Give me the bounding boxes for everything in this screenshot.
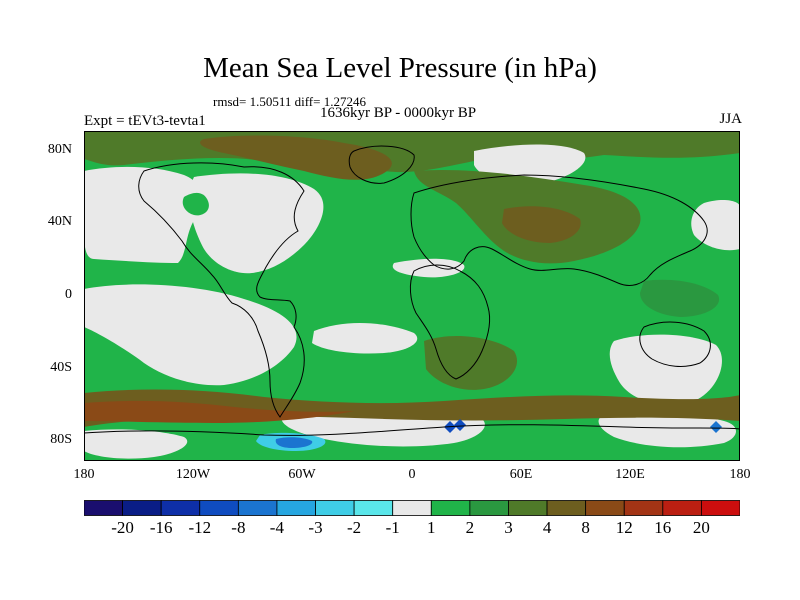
south-atlantic-olive-region — [424, 336, 518, 390]
antarctica-outline — [84, 424, 740, 436]
colorbar-label: -1 — [385, 518, 400, 537]
colorbar-label: 3 — [504, 518, 513, 537]
colorbar-label: 16 — [654, 518, 672, 537]
colorbar-box-5 — [276, 500, 316, 516]
colorbar-box-6 — [315, 500, 355, 516]
map-frame — [84, 131, 740, 461]
colorbar-label: -16 — [149, 518, 173, 537]
colorbar-label: 2 — [465, 518, 475, 537]
negative-anomaly-blue — [275, 437, 313, 448]
colorbar — [84, 500, 740, 516]
colorbar-box-2 — [160, 500, 201, 516]
colorbar-boxes — [84, 500, 740, 516]
australia-outline — [639, 321, 711, 367]
south-indian-low — [609, 334, 722, 405]
coastlines — [84, 145, 740, 436]
colorbar-box-7 — [353, 500, 394, 516]
lon-tick-120e: 120E — [615, 467, 645, 482]
colorbar-label: 20 — [692, 518, 710, 537]
antarctic-east-low — [598, 412, 736, 448]
antarctic-west-low — [84, 429, 188, 459]
lat-tick-0: 0 — [65, 287, 72, 302]
colorbar-box-1 — [122, 500, 162, 516]
west-pacific-low — [691, 200, 740, 251]
indian-ocean-dark-green — [640, 279, 720, 317]
colorbar-box-14 — [623, 500, 664, 516]
africa-outline — [409, 264, 491, 380]
colorbar-label: 1 — [427, 518, 436, 537]
colorbar-label: -12 — [188, 518, 212, 537]
north-atlantic-subtropics-low — [392, 258, 465, 278]
lon-tick-180-east: 180 — [729, 467, 751, 482]
colorbar-label: 4 — [542, 518, 552, 537]
colorbar-label: -8 — [231, 518, 246, 537]
colorbar-box-13 — [585, 500, 625, 516]
colorbar-box-10 — [469, 500, 509, 516]
lat-tick-40n: 40N — [47, 214, 72, 229]
colorbar-box-12 — [546, 500, 587, 516]
season-label: JJA — [719, 111, 742, 127]
colorbar-box-11 — [508, 500, 548, 516]
colorbar-label: 12 — [615, 518, 633, 537]
central-asia-brown-region — [502, 206, 581, 243]
colorbar-label: -3 — [308, 518, 323, 537]
chart-title: Mean Sea Level Pressure (in hPa) — [203, 52, 597, 84]
negative-anomaly-diamond-3 — [710, 421, 722, 433]
colorbar-box-16 — [701, 500, 740, 516]
lat-tick-80s: 80S — [50, 432, 72, 447]
north-pacific-east-low — [84, 166, 202, 263]
southern-ocean-dark-brown — [84, 400, 354, 423]
americas-outline — [138, 162, 305, 418]
southern-ocean-brown-band — [84, 389, 740, 427]
lat-tick-40s: 40S — [50, 360, 72, 375]
pressure-map — [84, 131, 740, 461]
colorbar-label: -20 — [111, 518, 134, 537]
colorbar-box-15 — [662, 500, 702, 516]
greenland-outline — [348, 145, 415, 184]
lon-tick-0: 0 — [408, 467, 416, 482]
colorbar-box-4 — [237, 500, 278, 516]
lon-tick-60e: 60E — [509, 467, 533, 482]
negative-anomaly-diamond-2 — [454, 419, 466, 431]
colorbar-label: -4 — [269, 518, 284, 537]
north-america-green-patch — [182, 192, 209, 216]
south-atlantic-low — [312, 322, 418, 354]
lon-tick-120w: 120W — [175, 467, 211, 482]
colorbar-label: 8 — [581, 518, 590, 537]
lon-tick-60w: 60W — [288, 467, 316, 482]
rmsd-diff-stats: rmsd= 1.50511 diff= 1.27246 — [213, 94, 366, 109]
arctic-brown-region — [200, 135, 392, 180]
colorbar-box-3 — [199, 500, 239, 516]
north-america-low — [189, 173, 324, 274]
colorbar-box-9 — [430, 500, 471, 516]
colorbar-box-8 — [392, 500, 432, 516]
time-range-subtitle: 1636kyr BP - 0000kyr BP — [320, 105, 477, 121]
colorbar-label: -2 — [347, 518, 362, 537]
experiment-label: Expt = tEVt3-tevta1 — [84, 113, 206, 129]
lat-tick-80n: 80N — [47, 142, 72, 157]
lon-tick-180-west: 180 — [73, 467, 95, 482]
eurasia-outline — [410, 174, 708, 286]
colorbar-box-0 — [84, 500, 123, 516]
